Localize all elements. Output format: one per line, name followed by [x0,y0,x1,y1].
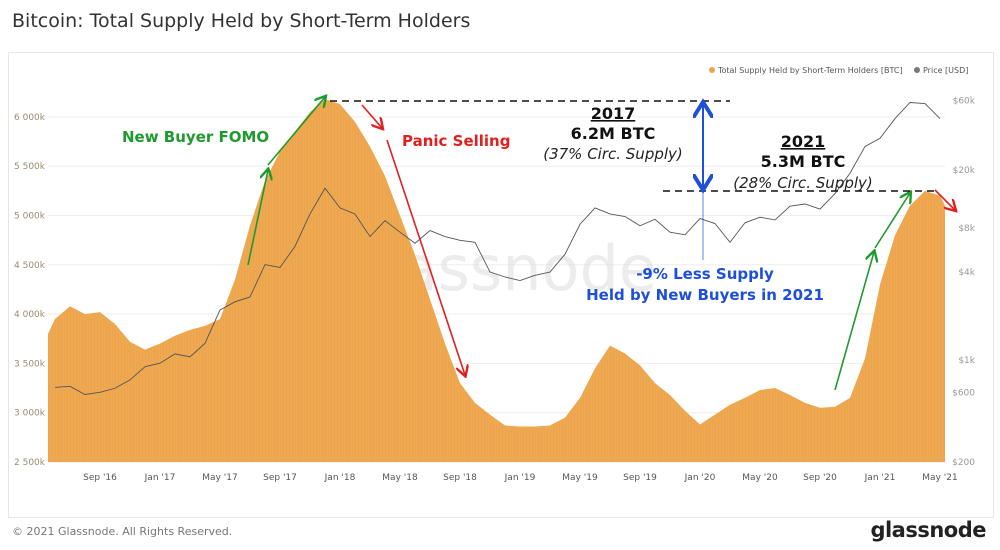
y2-tick-label: $4k [958,268,975,278]
y-tick-label: 3 500k [14,359,46,369]
less-supply-sublabel: Held by New Buyers in 2021 [586,286,824,304]
x-tick-label: Jan '18 [324,473,356,483]
x-tick-label: May '18 [382,473,418,483]
chart-panel [8,52,994,518]
panic-arrow-1 [361,104,382,128]
y-tick-label: 6 000k [14,113,46,123]
brand-logo: glassnode [870,518,986,542]
fomo-arrow-4 [874,193,910,249]
panic-arrow-2 [386,139,465,375]
x-tick-label: Sep '20 [803,473,837,483]
y-tick-label: 2 500k [14,458,46,468]
pct-2017-label: (37% Circ. Supply) [543,145,683,163]
legend-price-swatch [914,67,920,73]
price-line [54,102,941,395]
pct-2021-label: (28% Circ. Supply) [733,174,873,192]
x-tick-label: Jan '20 [684,473,716,483]
legend-price[interactable]: Price [USD] [923,66,968,75]
fomo-arrow-3 [834,252,874,391]
x-tick-label: Sep '16 [83,473,117,483]
y-tick-label: 4 500k [14,261,46,271]
y-tick-label: 3 000k [14,409,46,419]
x-tick-label: Jan '21 [864,473,896,483]
year-2017-label: 2017 [591,104,636,123]
supply-area [48,99,945,462]
legend-supply[interactable]: Total Supply Held by Short-Term Holders … [717,66,903,75]
x-tick-label: Sep '18 [443,473,477,483]
y-tick-label: 5 500k [14,162,46,172]
year-2021-label: 2021 [781,132,826,151]
y2-tick-label: $200 [952,458,975,468]
y2-tick-label: $20k [953,166,976,176]
y2-tick-label: $1k [958,356,975,366]
x-tick-label: Jan '17 [144,473,176,483]
panic-label: Panic Selling [402,132,510,150]
x-tick-label: May '19 [562,473,598,483]
x-tick-label: Sep '19 [623,473,657,483]
y-tick-label: 4 000k [14,310,46,320]
x-tick-label: May '20 [742,473,778,483]
y2-tick-label: $60k [953,96,976,106]
x-tick-label: May '21 [922,473,957,483]
fomo-arrow-1 [247,170,268,266]
x-tick-label: Sep '17 [263,473,297,483]
x-tick-label: Jan '19 [504,473,536,483]
copyright: © 2021 Glassnode. All Rights Reserved. [12,525,233,538]
x-tick-label: May '17 [202,473,237,483]
fomo-label: New Buyer FOMO [122,128,269,146]
decline-arrow [934,189,955,210]
value-2017-label: 6.2M BTC [571,124,656,143]
fomo-arrow-2 [267,97,325,166]
value-2021-label: 5.3M BTC [761,152,846,171]
legend-supply-swatch [709,67,715,73]
y2-tick-label: $600 [952,388,975,398]
y-tick-label: 5 000k [14,212,46,222]
y2-tick-label: $8k [958,224,975,234]
chart-title: Bitcoin: Total Supply Held by Short-Term… [12,10,471,32]
less-supply-label: -9% Less Supply [636,265,774,283]
